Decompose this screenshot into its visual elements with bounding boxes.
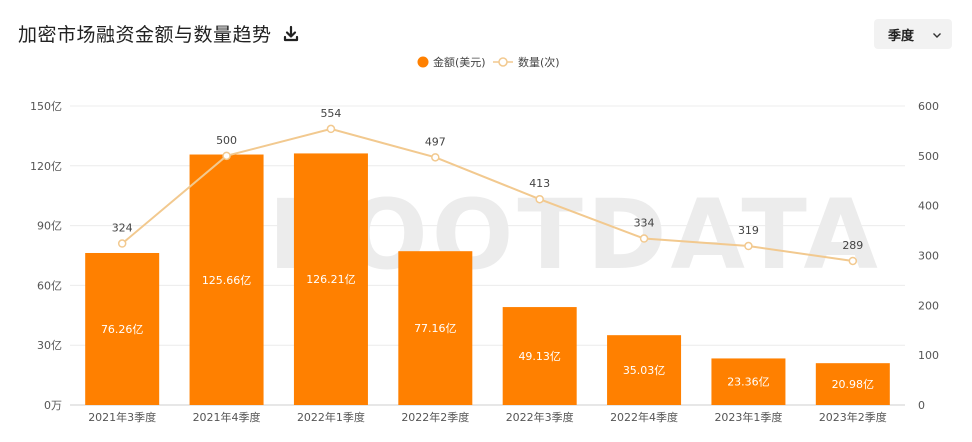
count-line: [121, 127, 853, 262]
x-tick-label: 2021年3季度: [88, 410, 156, 424]
y-left-tick-label: 120亿: [30, 160, 62, 173]
y-right-tick-label: 200: [918, 299, 939, 312]
y-left-tick-label: 30亿: [37, 339, 62, 352]
legend-label-count: 数量(次): [518, 55, 560, 69]
count-point: [117, 239, 127, 248]
y-left-tick-label: 0万: [44, 399, 62, 412]
bar-data-label: 49.13亿: [518, 350, 561, 363]
count-data-label: 497: [425, 135, 446, 148]
bar: [502, 307, 577, 405]
bar: [815, 363, 890, 405]
chevron-down-icon: [932, 29, 942, 39]
chart-header: 加密市场融资金额与数量趋势: [18, 20, 300, 47]
bar-data-label: 20.98亿: [832, 378, 875, 391]
line-series: 324 500 554 497 413 334 319 289: [112, 107, 863, 266]
bar-series: 76.26亿 125.66亿 126.21亿 77.16亿 49.13亿 35.03亿 23…: [85, 153, 890, 405]
count-point: [535, 194, 544, 204]
count-data-label: 554: [320, 107, 341, 120]
count-point: [848, 256, 858, 266]
x-tick-label: 2022年4季度: [610, 410, 678, 424]
x-tick-label: 2023年2季度: [819, 410, 887, 424]
watermark: ROOTDATA: [268, 179, 881, 291]
legend: 金额(美元) 数量(次): [417, 55, 560, 69]
bar: [189, 154, 264, 405]
axes: 0万 30亿 60亿 90亿 120亿 150亿 0 100 200 300 400 500 600 20…: [30, 100, 939, 424]
count-point: [326, 124, 336, 134]
count-point: [744, 241, 753, 251]
y-left-tick-label: 60亿: [37, 279, 62, 292]
period-select-value: 季度: [888, 28, 915, 44]
y-right-tick-label: 400: [918, 200, 939, 213]
bar-data-label: 77.16亿: [414, 322, 457, 335]
chart-title: 加密市场融资金额与数量趋势: [18, 24, 272, 46]
y-left-tick-label: 150亿: [30, 100, 62, 113]
legend-swatch-amount: [417, 56, 429, 68]
y-right-tick-label: 300: [918, 250, 939, 263]
bar: [711, 358, 786, 405]
count-data-label: 289: [842, 239, 863, 252]
bar-data-label: 35.03亿: [623, 364, 666, 377]
legend-swatch-count: [498, 57, 508, 67]
count-point: [222, 151, 231, 161]
bar-data-label: 125.66亿: [202, 274, 252, 287]
count-data-label: 324: [112, 222, 133, 235]
bar-data-label: 23.36亿: [727, 376, 770, 389]
x-tick-label: 2022年3季度: [506, 410, 574, 424]
y-right-tick-label: 0: [918, 399, 925, 412]
bar-data-label: 76.26亿: [101, 323, 144, 336]
y-right-tick-label: 100: [918, 349, 939, 362]
bar: [398, 251, 473, 405]
count-data-label: 319: [738, 224, 759, 237]
count-point: [431, 153, 440, 162]
x-tick-label: 2021年4季度: [193, 410, 261, 424]
count-data-label: 500: [216, 134, 237, 147]
count-data-label: 334: [634, 217, 655, 230]
x-tick-label: 2022年2季度: [401, 410, 469, 424]
count-data-label: 413: [529, 177, 550, 190]
count-point: [639, 234, 649, 243]
bar: [293, 153, 368, 405]
bar: [85, 252, 160, 405]
download-icon[interactable]: [282, 25, 300, 43]
period-select[interactable]: 季度: [874, 19, 952, 49]
bar: [607, 335, 682, 405]
y-left-tick-label: 90亿: [37, 220, 62, 233]
y-right-tick-label: 600: [918, 100, 939, 113]
legend-label-amount: 金额(美元): [433, 55, 486, 69]
y-right-tick-label: 500: [918, 150, 939, 163]
x-tick-label: 2022年1季度: [297, 410, 365, 424]
bar-data-label: 126.21亿: [306, 273, 356, 286]
x-tick-label: 2023年1季度: [714, 410, 782, 424]
